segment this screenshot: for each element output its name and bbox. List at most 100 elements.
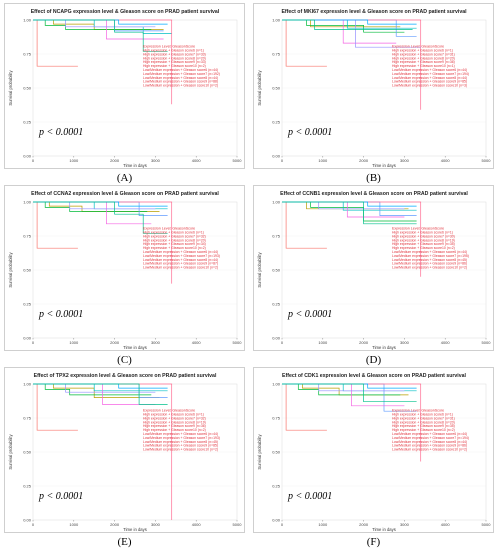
x-tick-label: 2000: [110, 522, 120, 527]
legend-entry: Low/Medium expression + Gleason score10 …: [392, 448, 467, 452]
y-tick-label: 0.75: [272, 52, 281, 57]
x-tick-label: 5000: [482, 522, 492, 527]
x-axis-label: Time in days: [372, 527, 396, 532]
legend-entry: Low/Medium expression + Gleason score7 (…: [392, 72, 469, 76]
x-tick-label: 1000: [318, 522, 328, 527]
x-axis-label: Time in days: [372, 163, 396, 168]
chart-title: Effect of CDK1 expression level & Gleaso…: [282, 373, 466, 379]
legend-entry: High expression + Gleason score7 (n=33): [143, 52, 206, 56]
y-tick-label: 0.75: [272, 234, 281, 239]
y-tick-label: 0.25: [272, 120, 281, 125]
legend-entry: High expression + Gleason score8 (n=20): [143, 56, 206, 60]
x-tick-label: 2000: [110, 158, 120, 163]
x-tick-label: 5000: [482, 158, 492, 163]
legend-entry: Low/Medium expression + Gleason score8 (…: [143, 76, 218, 80]
panel-label-d: (D): [365, 354, 382, 366]
chart-panel-c: Effect of CCNA2 expression level & Gleas…: [4, 185, 245, 351]
legend-entry: Low/Medium expression + Gleason score7 (…: [392, 254, 469, 258]
y-tick-label: 0.00: [272, 154, 281, 159]
p-value: p < 0.0001: [38, 491, 83, 502]
p-value: p < 0.0001: [287, 309, 332, 320]
chart-d: Effect of CCNB1 expression level & Gleas…: [257, 191, 491, 350]
legend-entry: High expression + Gleason score10 (n=2): [392, 428, 455, 432]
legend-entry: Low/Medium expression + Gleason score6 (…: [392, 68, 467, 72]
chart-f: Effect of CDK1 expression level & Gleaso…: [257, 373, 492, 532]
legend-title: Expression Level: GleasonScore: [392, 409, 444, 413]
legend-entry: High expression + Gleason score10 (n=2): [143, 246, 206, 250]
y-axis-label: Survival probability: [257, 252, 262, 288]
x-tick-label: 0: [281, 158, 284, 163]
legend-entry: High expression + Gleason score9 (n=33): [143, 60, 206, 64]
x-tick-label: 4000: [441, 158, 451, 163]
legend-entry: Low/Medium expression + Gleason score10 …: [143, 266, 218, 270]
x-tick-label: 0: [32, 340, 35, 345]
legend-entry: High expression + Gleason score9 (n=35): [392, 424, 455, 428]
legend-entry: High expression + Gleason score7 (n=31): [392, 416, 455, 420]
survival-curve-10: [282, 19, 413, 30]
legend-entry: Low/Medium expression + Gleason score10 …: [392, 84, 467, 88]
panel-label-e: (E): [117, 536, 132, 548]
x-tick-label: 4000: [441, 522, 451, 527]
legend-entry: Low/Medium expression + Gleason score8 (…: [143, 440, 218, 444]
x-tick-label: 4000: [441, 340, 451, 345]
legend-entry: High expression + Gleason score8 (n=20): [392, 56, 455, 60]
legend-entry: Low/Medium expression + Gleason score8 (…: [392, 258, 467, 262]
panel-label-f: (F): [366, 536, 381, 548]
x-tick-label: 5000: [233, 522, 243, 527]
x-axis-label: Time in days: [372, 345, 396, 350]
legend-entry: Low/Medium expression + Gleason score6 (…: [392, 432, 467, 436]
x-tick-label: 4000: [192, 522, 202, 527]
legend-entry: High expression + Gleason score7 (n=32): [143, 234, 206, 238]
y-tick-label: 1.00: [272, 18, 281, 23]
survival-curve-6: [33, 201, 152, 225]
survival-curve-3: [282, 383, 401, 396]
chart-title: Effect of CCNB1 expression level & Gleas…: [280, 191, 468, 197]
chart-panel-b: Effect of MKI67 expression level & Gleas…: [253, 3, 494, 169]
legend-title: Expression Level: GleasonScore: [143, 45, 195, 49]
chart-title: Effect of NCAPG expression level & Gleas…: [31, 9, 220, 15]
x-tick-label: 3000: [151, 158, 161, 163]
survival-curve-9: [282, 19, 417, 25]
legend-entry: High expression + Gleason score10 (n=2): [143, 428, 206, 432]
x-tick-label: 1000: [69, 340, 79, 345]
chart-panel-d: Effect of CCNB1 expression level & Gleas…: [253, 185, 494, 351]
y-axis-label: Survival probability: [8, 252, 13, 288]
legend-entry: High expression + Gleason score8 (n=19): [392, 238, 455, 242]
legend-entry: Low/Medium expression + Gleason score7 (…: [392, 436, 469, 440]
legend-entry: High expression + Gleason score7 (n=30): [392, 234, 455, 238]
x-tick-label: 2000: [359, 158, 369, 163]
y-tick-label: 0.50: [23, 450, 32, 455]
x-tick-label: 1000: [69, 522, 79, 527]
legend-entry: High expression + Gleason score9 (n=36): [143, 424, 206, 428]
x-tick-label: 3000: [400, 158, 410, 163]
x-tick-label: 1000: [318, 340, 328, 345]
legend-entry: High expression + Gleason score7 (n=31): [392, 52, 455, 56]
x-tick-label: 5000: [233, 340, 243, 345]
chart-c: Effect of CCNA2 expression level & Gleas…: [8, 191, 243, 350]
x-tick-label: 2000: [110, 340, 120, 345]
chart-panel-a: Effect of NCAPG expression level & Gleas…: [4, 3, 245, 169]
y-tick-label: 0.75: [23, 234, 32, 239]
survival-curve-2: [282, 19, 401, 28]
x-tick-label: 5000: [233, 158, 243, 163]
legend-entry: High expression + Gleason score9 (n=35): [392, 242, 455, 246]
x-tick-label: 4000: [192, 158, 202, 163]
legend-entry: Low/Medium expression + Gleason score9 (…: [392, 80, 467, 84]
legend-entry: High expression + Gleason score6 (n=1): [392, 49, 453, 53]
x-tick-label: 3000: [400, 340, 410, 345]
survival-curve-10: [33, 19, 168, 52]
x-tick-label: 1000: [69, 158, 79, 163]
y-axis-label: Survival probability: [8, 434, 13, 470]
legend-entry: Low/Medium expression + Gleason score10 …: [143, 84, 218, 88]
survival-curve-10: [33, 201, 168, 234]
survival-curve-6: [282, 19, 397, 44]
y-tick-label: 0.50: [272, 268, 281, 273]
x-tick-label: 0: [281, 340, 284, 345]
chart-title: Effect of MKI67 expression level & Gleas…: [281, 9, 467, 15]
p-value: p < 0.0001: [38, 127, 83, 138]
chart-b: Effect of MKI67 expression level & Gleas…: [257, 9, 492, 168]
legend-title: Expression Level: GleasonScore: [143, 227, 195, 231]
survival-curve-9: [33, 201, 168, 207]
x-tick-label: 0: [32, 158, 35, 163]
y-tick-label: 0.25: [272, 302, 281, 307]
